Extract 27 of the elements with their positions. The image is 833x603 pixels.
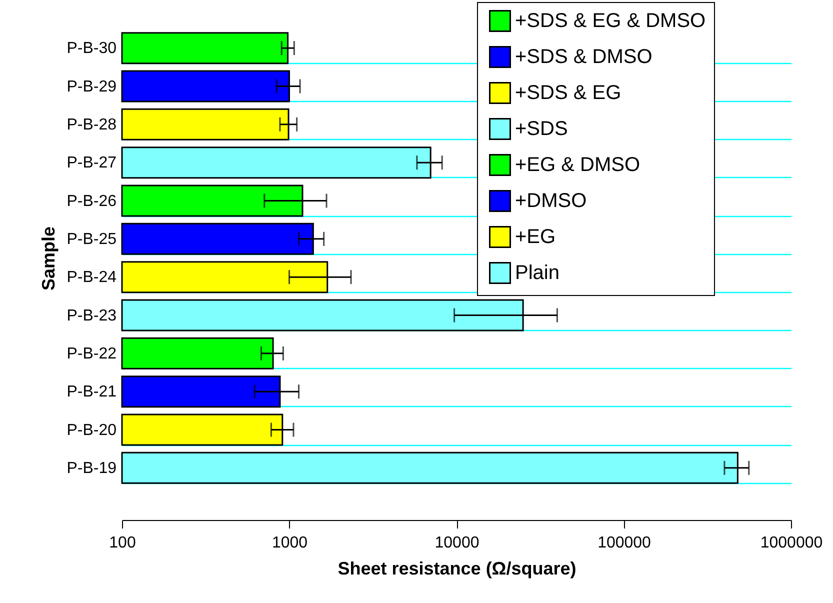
y-tick-label: P-B-27: [66, 154, 117, 172]
y-tick-label: P-B-21: [66, 384, 117, 401]
legend-label: +EG & DMSO: [515, 154, 640, 176]
x-tick-label: 1000: [272, 534, 308, 552]
y-tick-label: P-B-19: [66, 460, 117, 477]
y-tick-label: P-B-23: [66, 307, 117, 324]
y-tick-label: P-B-29: [66, 78, 117, 96]
legend-label: +SDS & EG & DMSO: [515, 10, 706, 32]
x-axis-title: Sheet resistance (Ω/square): [338, 558, 576, 578]
x-tick-label: 10000: [434, 534, 480, 552]
x-tick-label: 1000000: [760, 534, 823, 552]
legend-label: +SDS: [515, 118, 568, 140]
y-tick-label: P-B-20: [66, 422, 117, 439]
y-tick-label: P-B-25: [66, 230, 117, 248]
y-tick-label: P-B-26: [66, 192, 117, 210]
legend-label: +EG: [515, 226, 556, 248]
y-tick-label: P-B-22: [66, 345, 117, 362]
legend-label: +SDS & EG: [515, 82, 622, 104]
x-tick-label: 100: [109, 534, 136, 552]
legend-label: +SDS & DMSO: [515, 46, 652, 68]
legend-label: +DMSO: [515, 190, 587, 212]
legend-label: Plain: [515, 262, 560, 284]
y-tick-label: P-B-28: [66, 116, 117, 134]
y-tick-label: P-B-24: [66, 269, 117, 286]
x-tick-label: 100000: [598, 534, 652, 552]
y-tick-label: P-B-30: [66, 40, 117, 58]
y-axis-title: Sample: [38, 226, 59, 291]
